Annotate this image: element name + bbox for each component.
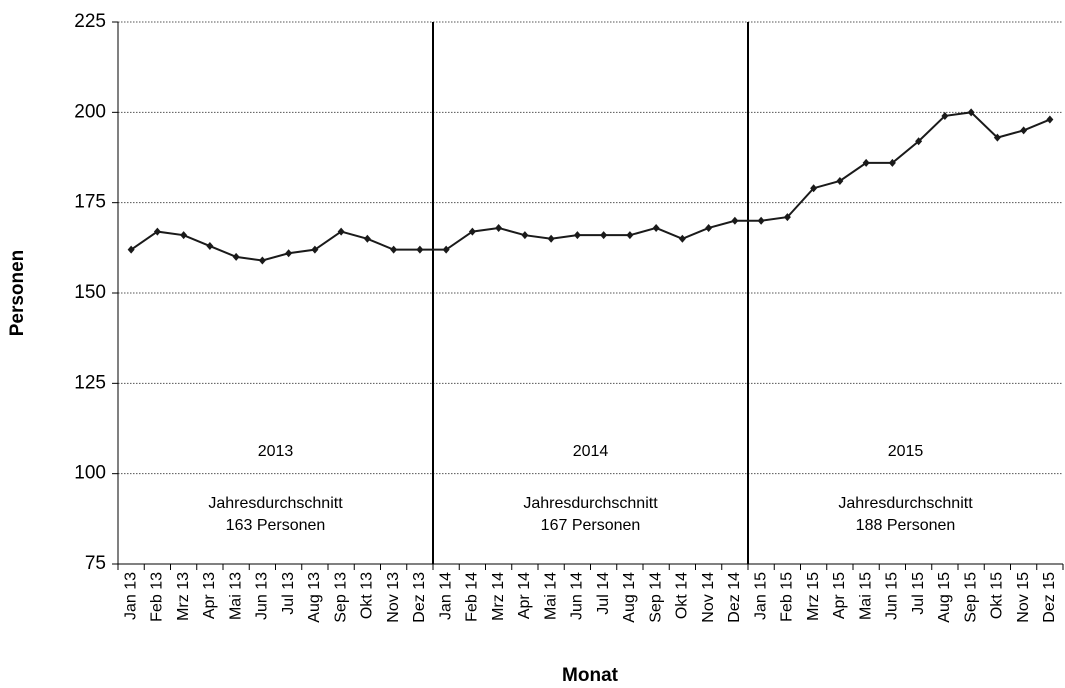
x-tick-label: Jun 14 xyxy=(569,572,586,620)
period-label: 2013 xyxy=(258,443,294,460)
line xyxy=(130,111,1051,262)
x-tick-label: Dez 13 xyxy=(411,572,428,623)
marker xyxy=(285,249,293,258)
x-tick-label: Apr 13 xyxy=(201,572,218,619)
marker xyxy=(521,231,529,240)
marker xyxy=(915,137,923,146)
x-tick-label: Mrz 15 xyxy=(805,572,822,621)
x-tick-label: Jan 15 xyxy=(752,572,769,620)
marker xyxy=(547,234,555,243)
period-note: Jahresdurchschnitt xyxy=(838,495,973,512)
marker xyxy=(127,245,135,254)
marker xyxy=(888,158,896,167)
x-tick-label: Sep 15 xyxy=(962,572,979,623)
x-tick-label: Jun 13 xyxy=(254,572,271,620)
marker xyxy=(153,227,161,236)
x-tick-label: Sep 13 xyxy=(332,572,349,623)
x-tick-label: Feb 15 xyxy=(779,572,796,622)
x-tick-label: Okt 13 xyxy=(359,572,376,619)
x-tick-label: Mai 14 xyxy=(542,572,559,620)
marker xyxy=(967,108,975,117)
x-tick-label: Jul 14 xyxy=(595,572,612,615)
x-tick-label: Nov 13 xyxy=(385,572,402,623)
y-tick-label: 225 xyxy=(74,11,106,32)
marker xyxy=(573,231,581,240)
x-tick-label: Mrz 13 xyxy=(175,572,192,621)
marker xyxy=(468,227,476,236)
x-tick-label: Apr 14 xyxy=(516,572,533,619)
x-tick-label: Aug 13 xyxy=(306,572,323,623)
x-tick-label: Jan 14 xyxy=(437,572,454,620)
marker xyxy=(416,245,424,254)
x-tick-label: Jul 15 xyxy=(910,572,927,615)
period-note: Jahresdurchschnitt xyxy=(208,495,343,512)
marker xyxy=(783,213,791,222)
y-tick-label: 125 xyxy=(74,372,106,393)
x-tick-label: Nov 14 xyxy=(700,572,717,623)
x-tick-label: Sep 14 xyxy=(647,572,664,623)
marker xyxy=(705,223,713,232)
x-tick-label: Mrz 14 xyxy=(490,572,507,621)
period-label: 2014 xyxy=(573,443,609,460)
x-tick-label: Okt 14 xyxy=(674,572,691,619)
marker xyxy=(337,227,345,236)
marker xyxy=(232,252,240,261)
x-tick-label: Aug 15 xyxy=(936,572,953,623)
marker xyxy=(757,216,765,225)
period-label: 2015 xyxy=(888,443,924,460)
y-tick-label: 150 xyxy=(74,282,106,303)
marker xyxy=(390,245,398,254)
marker xyxy=(862,158,870,167)
marker xyxy=(941,111,949,120)
x-tick-label: Jul 13 xyxy=(280,572,297,615)
x-tick-label: Jun 15 xyxy=(884,572,901,620)
marker xyxy=(206,242,214,251)
x-tick-label: Mai 13 xyxy=(227,572,244,620)
y-tick-label: 100 xyxy=(74,463,106,484)
marker xyxy=(1046,115,1054,124)
x-tick-label: Apr 15 xyxy=(831,572,848,619)
marker xyxy=(836,176,844,185)
x-tick-label: Dez 14 xyxy=(726,572,743,623)
x-tick-label: Feb 14 xyxy=(464,572,481,622)
marker xyxy=(678,234,686,243)
y-axis-title: Personen xyxy=(7,250,28,337)
x-tick-label: Nov 15 xyxy=(1015,572,1032,623)
marker xyxy=(1020,126,1028,135)
x-tick-label: Aug 14 xyxy=(621,572,638,623)
x-axis-title: Monat xyxy=(562,665,619,686)
marker xyxy=(180,231,188,240)
marker xyxy=(442,245,450,254)
x-tick-label: Mai 15 xyxy=(857,572,874,620)
y-tick-label: 75 xyxy=(85,553,106,574)
marker xyxy=(363,234,371,243)
period-note: 167 Personen xyxy=(541,517,641,534)
y-tick-label: 200 xyxy=(74,101,106,122)
y-tick-label: 175 xyxy=(74,192,106,213)
marker xyxy=(258,256,266,265)
marker xyxy=(731,216,739,225)
x-tick-label: Dez 15 xyxy=(1041,572,1058,623)
x-tick-label: Feb 13 xyxy=(149,572,166,622)
marker xyxy=(495,223,503,232)
marker xyxy=(810,184,818,193)
period-note: 163 Personen xyxy=(226,517,326,534)
marker xyxy=(993,133,1001,142)
marker xyxy=(311,245,319,254)
x-tick-label: Jan 13 xyxy=(122,572,139,620)
marker xyxy=(600,231,608,240)
x-tick-label: Okt 15 xyxy=(989,572,1006,619)
period-note: 188 Personen xyxy=(856,517,956,534)
marker xyxy=(626,231,634,240)
marker xyxy=(652,223,660,232)
period-note: Jahresdurchschnitt xyxy=(523,495,658,512)
